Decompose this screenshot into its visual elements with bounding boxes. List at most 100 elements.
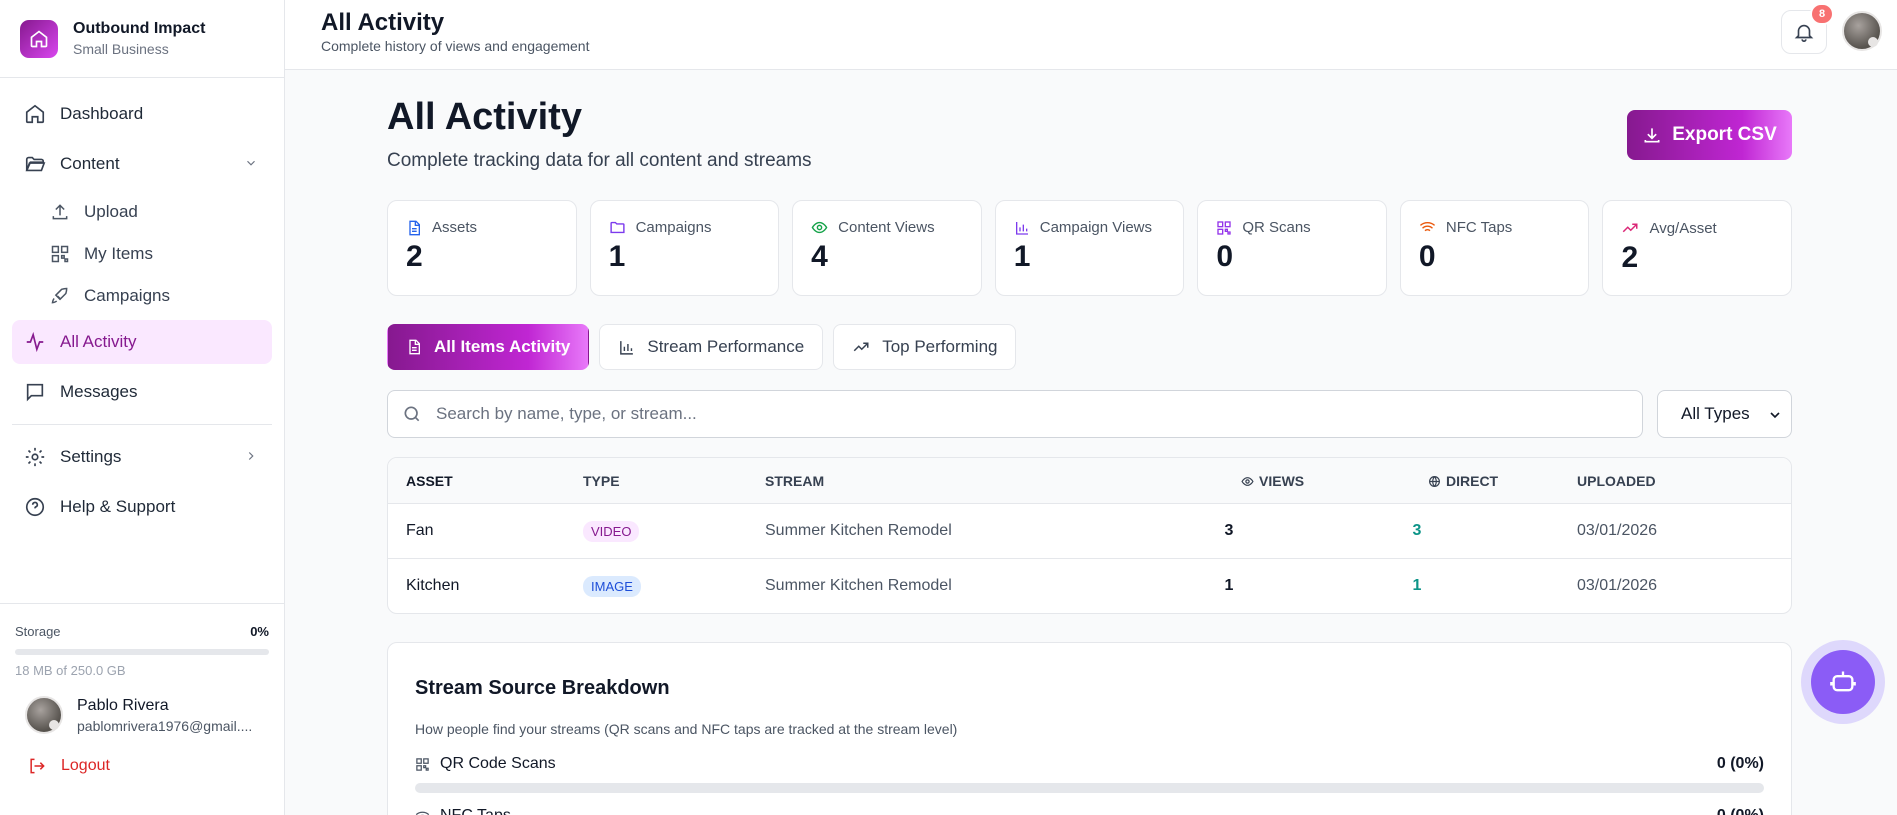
column-header-stream[interactable]: STREAM — [765, 473, 825, 489]
wifi-icon — [1419, 221, 1435, 234]
storage-percent: 0% — [250, 624, 269, 639]
sidebar-item-label: Messages — [60, 382, 138, 401]
type-filter-select[interactable]: All Types — [1657, 390, 1792, 438]
column-header-label: VIEWS — [1259, 473, 1305, 489]
breakdown-row-qr: QR Code Scans 0 (0%) — [415, 755, 1764, 773]
eye-icon — [811, 221, 828, 234]
sidebar-item-label: My Items — [84, 244, 153, 263]
storage-bar — [15, 649, 269, 655]
download-icon — [1644, 128, 1660, 143]
table-row[interactable]: Kitchen IMAGE Summer Kitchen Remodel 1 1… — [388, 559, 1791, 613]
stat-label: NFC Taps — [1445, 219, 1513, 236]
column-header-asset[interactable]: ASSET — [406, 473, 453, 489]
folder-icon — [609, 221, 625, 234]
stat-label: Content Views — [838, 219, 935, 236]
top-header: All Activity Complete history of views a… — [285, 0, 1897, 70]
rocket-icon — [51, 287, 68, 304]
tab-all-items-activity[interactable]: All Items Activity — [387, 324, 590, 370]
breakdown-subtitle: How people find your streams (QR scans a… — [415, 721, 958, 737]
cell-views: 3 — [1224, 522, 1234, 539]
sidebar-item-messages[interactable]: Messages — [12, 370, 272, 414]
page-subtitle: Complete tracking data for all content a… — [387, 150, 812, 171]
column-header-direct[interactable]: DIRECT — [1428, 473, 1498, 489]
stat-value: 0 — [1216, 240, 1233, 273]
breakdown-title: Stream Source Breakdown — [415, 677, 670, 699]
tab-label: All Items Activity — [434, 337, 571, 356]
column-header-views[interactable]: VIEWS — [1241, 473, 1304, 489]
header-avatar[interactable] — [1842, 11, 1882, 51]
breakdown-value: 0 (0%) — [1717, 807, 1764, 815]
search-input[interactable] — [436, 404, 1536, 424]
breakdown-row-nfc: NFC Taps 0 (0%) — [415, 807, 1764, 815]
sidebar-item-settings[interactable]: Settings — [12, 435, 272, 479]
home-icon[interactable] — [20, 19, 58, 58]
tab-stream-performance[interactable]: Stream Performance — [599, 324, 824, 370]
activity-tabs: All Items Activity Stream Performance To… — [387, 324, 1017, 370]
stream-source-breakdown: Stream Source Breakdown How people find … — [387, 642, 1792, 815]
cell-asset: Fan — [406, 522, 434, 539]
storage-label: Storage — [15, 624, 61, 639]
column-header-uploaded[interactable]: UPLOADED — [1577, 473, 1656, 489]
logout-label: Logout — [61, 757, 110, 774]
cell-uploaded: 03/01/2026 — [1577, 577, 1658, 594]
bot-icon — [1830, 671, 1856, 692]
stat-label: Avg/Asset — [1649, 219, 1717, 237]
user-name: Pablo Rivera — [77, 696, 169, 714]
user-email: pablomrivera1976@gmail.... — [77, 717, 253, 734]
activity-icon — [26, 331, 44, 353]
sidebar-item-help[interactable]: Help & Support — [12, 485, 272, 529]
cell-stream: Summer Kitchen Remodel — [765, 577, 952, 594]
stat-card-assets: Assets 2 — [387, 200, 577, 296]
header-subtitle: Complete history of views and engagement — [321, 38, 590, 54]
export-csv-button[interactable]: Export CSV — [1627, 110, 1792, 160]
tab-top-performing[interactable]: Top Performing — [833, 324, 1017, 370]
export-csv-label: Export CSV — [1672, 124, 1777, 145]
upload-icon — [52, 204, 68, 220]
help-circle-icon — [25, 497, 45, 517]
brand-subtitle: Small Business — [73, 41, 169, 57]
table-header: ASSET TYPE STREAM VIEWS DIRECT UPLOADED — [388, 458, 1791, 504]
column-header-label: DIRECT — [1446, 473, 1499, 489]
sidebar-footer: Storage 0% 18 MB of 250.0 GB Pablo River… — [0, 603, 284, 815]
stat-card-campaigns: Campaigns 1 — [589, 200, 780, 296]
activity-table: ASSET TYPE STREAM VIEWS DIRECT UPLOADED … — [387, 457, 1792, 614]
cell-views: 1 — [1224, 577, 1234, 594]
qr-code-icon — [416, 757, 429, 771]
sidebar-item-campaigns[interactable]: Campaigns — [12, 276, 272, 316]
avatar — [25, 696, 63, 734]
sidebar-item-content[interactable]: Content — [12, 142, 272, 186]
sidebar-item-label: Dashboard — [60, 104, 144, 123]
stat-label: QR Scans — [1242, 219, 1311, 236]
brand-name: Outbound Impact — [73, 20, 206, 37]
stat-value: 2 — [1621, 241, 1639, 274]
stat-value: 1 — [608, 240, 626, 273]
user-profile[interactable]: Pablo Rivera pablomrivera1976@gmail.... — [15, 696, 269, 734]
trending-up-icon — [853, 342, 869, 352]
sidebar-item-upload[interactable]: Upload — [12, 192, 272, 232]
sidebar-divider — [12, 424, 272, 425]
logout-icon — [30, 758, 45, 774]
brand: Outbound Impact Small Business — [0, 0, 284, 78]
table-row[interactable]: Fan VIDEO Summer Kitchen Remodel 3 3 03/… — [388, 504, 1791, 559]
chevron-right-icon — [248, 452, 254, 460]
sidebar-item-dashboard[interactable]: Dashboard — [12, 92, 272, 136]
notifications-button[interactable]: 8 — [1781, 3, 1834, 54]
type-badge: VIDEO — [583, 521, 640, 542]
logout-button[interactable]: Logout — [15, 756, 269, 776]
chevron-down-icon — [247, 160, 255, 166]
sidebar-item-my-items[interactable]: My Items — [12, 234, 272, 274]
ai-assistant-button[interactable] — [1811, 650, 1875, 714]
bar-chart-icon — [1015, 221, 1028, 235]
sidebar-nav: Dashboard Content Upload My Items Campai… — [0, 78, 284, 529]
header-title: All Activity — [321, 9, 445, 36]
folder-open-icon — [25, 156, 46, 172]
breakdown-bar-qr — [415, 783, 1764, 793]
sidebar-item-all-activity[interactable]: All Activity — [12, 320, 272, 364]
cell-stream: Summer Kitchen Remodel — [765, 522, 952, 539]
sidebar-item-label: All Activity — [60, 332, 137, 351]
document-icon — [409, 220, 420, 235]
column-header-type[interactable]: TYPE — [583, 473, 620, 489]
sidebar-item-label: Settings — [60, 447, 122, 466]
message-icon — [26, 383, 44, 402]
stats-row: Assets 2 Campaigns 1 Content Views 4 Cam… — [387, 200, 1793, 296]
